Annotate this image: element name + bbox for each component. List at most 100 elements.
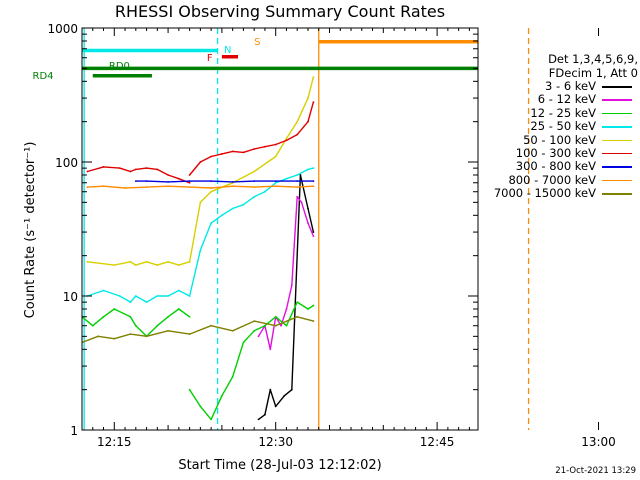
series-5-point [156,168,159,171]
series-5-point [312,101,315,103]
series-2-point [177,308,180,310]
series-7-point [124,187,126,189]
series-3-point [312,167,315,170]
series-8-point [210,324,213,327]
series-layer [82,76,315,421]
series-3-segment-0 [87,289,190,303]
series-3-point [167,295,170,297]
series-8-point [188,333,191,335]
legend-header-line-1: Det 1,3,4,5,6,9, [548,52,638,66]
series-2-point [242,341,245,344]
series-1-point [257,335,260,338]
series-2-point [134,324,137,327]
series-7-point [253,186,256,189]
series-8-point [113,337,116,340]
series-2-point [274,315,277,318]
series-7-point [167,185,170,188]
series-0-point [257,418,260,421]
series-8-point [167,329,170,332]
series-6-point [210,180,213,183]
series-4-point [156,264,159,266]
series-7-point [231,185,234,188]
series-6-point [188,180,191,183]
series-3 [86,167,315,303]
legend-entry: 7000 - 15000 keV [470,186,638,201]
series-3-point [145,301,148,303]
legend-entry-label: 300 - 800 keV [515,159,596,174]
flag-bars [82,39,478,78]
series-7-point [145,186,148,189]
series-1-point [296,195,299,198]
series-5-point [134,168,137,171]
series-3-point [118,295,121,297]
series-3-point [134,295,137,297]
legend-entry-label: 100 - 300 keV [515,145,596,160]
flag-label-2: F [207,53,213,64]
legend-entry-label: 25 - 50 keV [530,119,596,134]
series-2-point [156,324,159,327]
legend-entry-label: 6 - 12 keV [537,92,596,107]
chart-title: RHESSI Observing Summary Count Rates [115,2,445,21]
series-7-segment-0 [87,185,314,189]
series-3-point [199,249,202,252]
legend-header-line-2: FDecim 1, Att 0 [548,66,638,80]
x-tick-label-2: 12:45 [420,435,455,449]
series-2-point [221,394,223,397]
series-1-point [300,201,303,204]
series-5-point [285,139,288,142]
legend-entry: 800 - 7000 keV [470,173,638,187]
series-5-point [231,150,234,153]
series-7-point [86,186,89,189]
flag-label-4: RD4 [33,71,54,82]
series-2-point [210,418,213,421]
series-4-point [274,155,277,158]
series-2-point [102,315,105,318]
series-4-point [253,170,256,173]
legend-entry-label: 7000 - 15000 keV [493,186,596,201]
series-5-point [274,143,277,146]
series-2-point [296,301,299,303]
legend: Det 1,3,4,5,6,9, FDecim 1, Att 0 3 - 6 k… [470,52,638,201]
legend-entry: 300 - 800 keV [470,159,638,174]
series-3-point [156,295,159,297]
series-4-point [312,76,315,78]
series-8-point [97,335,99,338]
series-0-point [269,388,272,391]
series-5-point [145,167,148,170]
series-5-point [307,120,309,123]
series-3-point [264,190,266,193]
series-8-point [129,333,132,335]
series-0-point [312,231,315,234]
series-8-point [231,329,234,332]
series-7-point [102,185,105,188]
series-0-point [299,174,302,176]
series-6 [134,180,315,183]
series-8-point [296,315,299,318]
series-6-point [296,180,299,183]
series-6-point [145,180,148,183]
series-6-point [167,181,170,183]
series-2-point [113,308,116,310]
series-7-point [274,185,277,188]
x-axis-label: Start Time (28-Jul-03 12:12:02) [178,458,381,473]
series-5-point [242,151,245,154]
series-4-point [134,264,137,266]
series-5-point [167,174,170,176]
legend-entry: 3 - 6 keV [470,79,638,93]
series-7-point [312,185,315,188]
series-2-point [312,304,315,307]
y-tick-label-2: 100 [55,156,78,170]
series-0-point [264,413,266,416]
series-1-point [290,284,293,287]
legend-entry: 6 - 12 keV [470,92,638,107]
series-0 [257,174,315,421]
series-2 [82,301,315,421]
series-4-point [188,260,191,263]
series-3-point [129,301,132,303]
y-tick-label-3: 1000 [47,22,78,36]
series-3-point [231,207,234,210]
series-4-segment-1 [188,76,315,262]
legend-swatch [602,139,632,142]
series-5-point [177,177,180,180]
